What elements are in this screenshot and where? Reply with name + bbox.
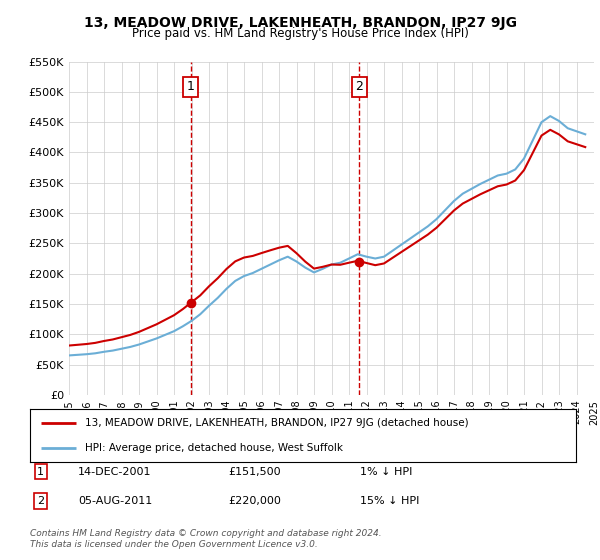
Text: Price paid vs. HM Land Registry's House Price Index (HPI): Price paid vs. HM Land Registry's House … — [131, 27, 469, 40]
Text: 1: 1 — [187, 80, 194, 93]
Text: This data is licensed under the Open Government Licence v3.0.: This data is licensed under the Open Gov… — [30, 540, 318, 549]
Text: 13, MEADOW DRIVE, LAKENHEATH, BRANDON, IP27 9JG: 13, MEADOW DRIVE, LAKENHEATH, BRANDON, I… — [83, 16, 517, 30]
Text: HPI: Average price, detached house, West Suffolk: HPI: Average price, detached house, West… — [85, 442, 343, 452]
Text: £220,000: £220,000 — [228, 496, 281, 506]
Text: 15% ↓ HPI: 15% ↓ HPI — [360, 496, 419, 506]
Text: 2: 2 — [355, 80, 363, 93]
Text: £151,500: £151,500 — [228, 466, 281, 477]
Text: 05-AUG-2011: 05-AUG-2011 — [78, 496, 152, 506]
Text: 2: 2 — [37, 496, 44, 506]
Text: 13, MEADOW DRIVE, LAKENHEATH, BRANDON, IP27 9JG (detached house): 13, MEADOW DRIVE, LAKENHEATH, BRANDON, I… — [85, 418, 468, 428]
Text: 1% ↓ HPI: 1% ↓ HPI — [360, 466, 412, 477]
Text: Contains HM Land Registry data © Crown copyright and database right 2024.: Contains HM Land Registry data © Crown c… — [30, 529, 382, 538]
Text: 1: 1 — [37, 466, 44, 477]
Text: 14-DEC-2001: 14-DEC-2001 — [78, 466, 151, 477]
